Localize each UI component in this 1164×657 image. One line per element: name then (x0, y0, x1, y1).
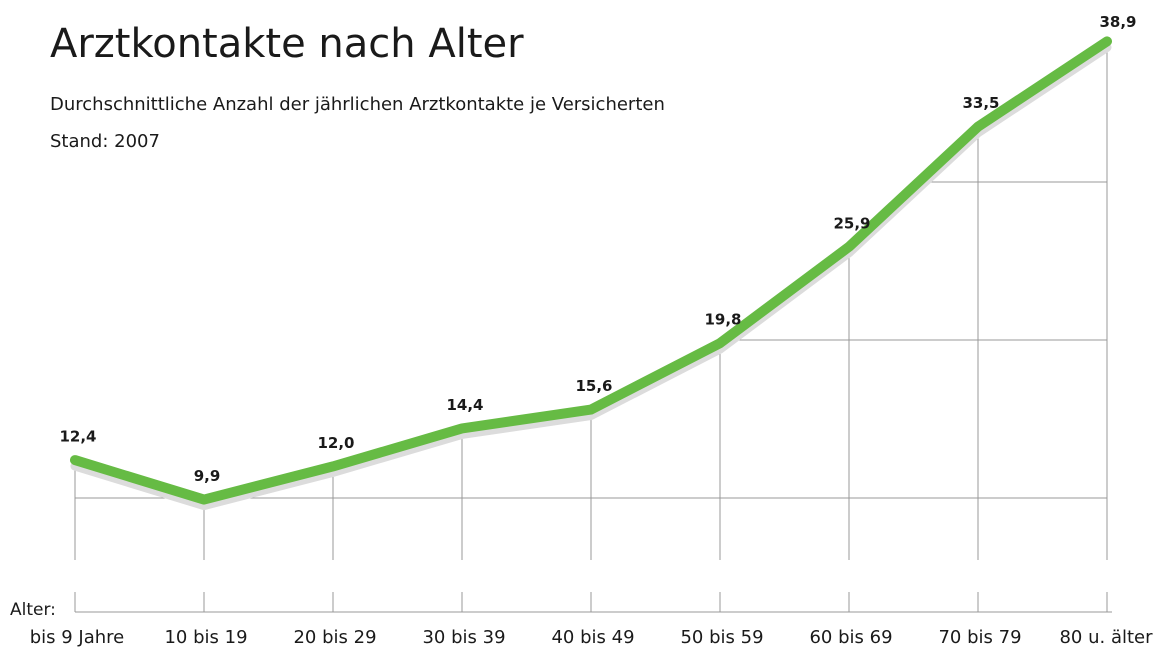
subtitle: Durchschnittliche Anzahl der jährlichen … (50, 94, 665, 115)
note: Stand: 2007 (50, 131, 160, 152)
x-tick-label: 40 bis 49 (551, 627, 634, 648)
data-label: 15,6 (575, 377, 612, 395)
data-label: 19,8 (704, 311, 741, 329)
x-axis-label: Alter: (10, 600, 56, 620)
data-label: 38,9 (1099, 13, 1136, 31)
x-tick-label: 80 u. älter (1059, 627, 1153, 648)
x-tick-label: bis 9 Jahre (30, 627, 125, 648)
x-tick-label: 20 bis 29 (293, 627, 376, 648)
x-tick-label: 10 bis 19 (164, 627, 247, 648)
data-label: 9,9 (194, 467, 221, 485)
data-label: 12,0 (317, 434, 354, 452)
x-tick-label: 30 bis 39 (422, 627, 505, 648)
chart-title: Arztkontakte nach Alter (50, 21, 524, 67)
data-label: 14,4 (446, 396, 483, 414)
data-label: 12,4 (59, 428, 96, 446)
data-label: 25,9 (833, 214, 870, 232)
x-tick-label: 70 bis 79 (938, 627, 1021, 648)
line (70, 36, 1112, 505)
x-tick-label: 50 bis 59 (680, 627, 763, 648)
x-tick-label: 60 bis 69 (809, 627, 892, 648)
data-label: 33,5 (962, 94, 999, 112)
